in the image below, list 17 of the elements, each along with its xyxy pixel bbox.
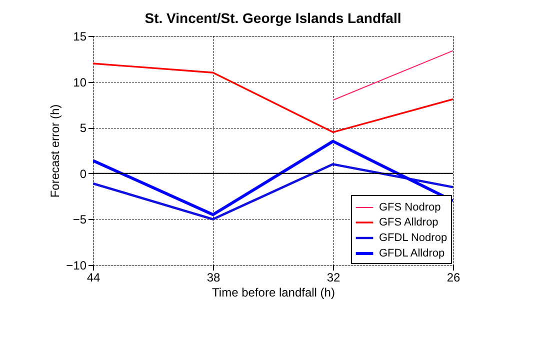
x-tick-label: 38	[206, 270, 220, 284]
legend-label: GFS Alldrop	[379, 216, 438, 228]
y-tick-label: −5	[72, 212, 87, 227]
legend-label: GFS Nodrop	[379, 202, 441, 214]
x-axis-title: Time before landfall (h)	[212, 286, 335, 300]
x-tick-label: 44	[86, 270, 100, 284]
y-tick-label: 5	[80, 121, 87, 136]
y-tick-label: 10	[73, 75, 87, 90]
x-tick-label: 32	[326, 270, 340, 284]
y-tick-label: 0	[80, 166, 87, 181]
y-tick-label: −10	[66, 258, 87, 272]
legend-label: GFDL Alldrop	[379, 248, 445, 260]
y-axis-title: Forecast error (h)	[48, 104, 62, 198]
legend-label: GFDL Nodrop	[379, 232, 448, 244]
y-tick-label: 15	[73, 30, 87, 44]
chart-title: St. Vincent/St. George Islands Landfall	[144, 10, 402, 26]
x-tick-label: 26	[446, 270, 460, 284]
